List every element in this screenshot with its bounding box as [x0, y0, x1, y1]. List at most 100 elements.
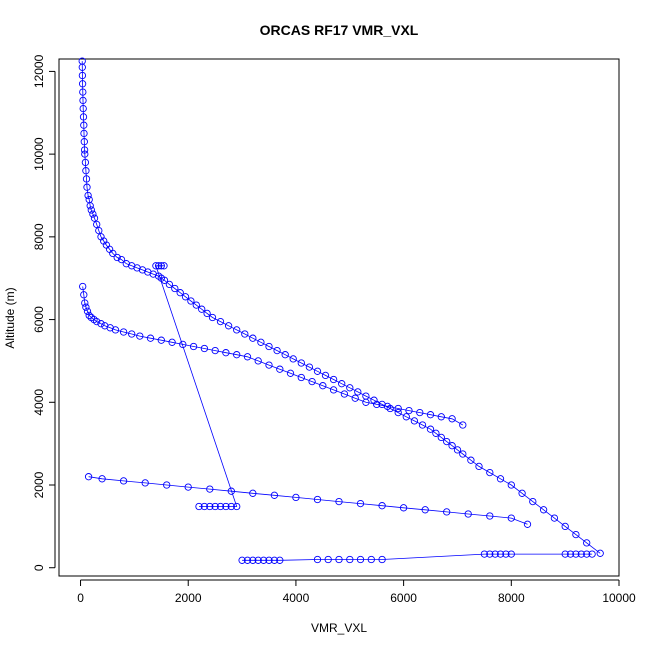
data-point [211, 346, 219, 355]
data-point [378, 555, 386, 564]
data-point [93, 317, 101, 326]
data-series [238, 550, 596, 564]
data-point [383, 402, 392, 411]
data-point [206, 485, 214, 493]
data-point [394, 404, 402, 413]
data-point [507, 550, 515, 558]
data-point [276, 365, 284, 373]
data-point [402, 413, 410, 421]
data-point [394, 408, 402, 417]
data-point [79, 96, 87, 105]
data-point [81, 299, 89, 307]
data-point [95, 226, 103, 235]
data-point [78, 71, 87, 80]
data-point [356, 555, 365, 564]
data-point [176, 289, 184, 297]
data-point [313, 495, 322, 504]
data-point [79, 282, 87, 291]
data-point [265, 342, 273, 351]
data-point [200, 502, 209, 511]
data-point [249, 334, 257, 342]
data-point [113, 253, 121, 262]
y-tick-label: 12000 [32, 54, 46, 88]
data-point [550, 514, 559, 522]
data-point [109, 249, 117, 258]
data-point [448, 415, 456, 423]
data-point [238, 556, 246, 564]
plot-frame [58, 58, 620, 577]
data-point [583, 550, 591, 558]
data-point [566, 550, 575, 558]
data-point [572, 550, 580, 558]
data-point [141, 479, 149, 487]
data-point [496, 475, 505, 483]
data-point [222, 502, 230, 511]
data-point [78, 63, 86, 71]
data-point [119, 477, 128, 485]
data-point [80, 129, 88, 138]
data-point [192, 301, 200, 309]
data-point [97, 320, 105, 328]
series-line [82, 286, 464, 426]
data-point [319, 382, 327, 390]
data-point [79, 113, 88, 121]
data-point [496, 550, 505, 558]
data-point [203, 309, 211, 318]
y-tick-label: 10000 [32, 137, 46, 171]
data-point [93, 220, 101, 229]
data-point [84, 191, 92, 200]
data-point [480, 550, 489, 558]
data-point [418, 421, 427, 429]
data-point [443, 437, 451, 446]
data-point [518, 489, 526, 497]
data-point [335, 497, 343, 506]
data-point [270, 491, 279, 499]
data-series [84, 473, 532, 528]
data-point [117, 255, 126, 264]
data-point [351, 394, 359, 402]
data-point [588, 550, 596, 558]
data-point [200, 344, 209, 353]
data-series [79, 282, 467, 429]
data-point [539, 506, 548, 514]
data-point [453, 446, 462, 454]
data-point [184, 483, 192, 491]
data-point [561, 550, 569, 558]
data-point [305, 363, 314, 371]
data-point [329, 375, 338, 384]
data-point [356, 499, 365, 508]
data-point [198, 305, 206, 313]
data-point [195, 502, 203, 511]
data-point [572, 530, 580, 539]
data-point [222, 349, 230, 357]
series-line [88, 476, 528, 525]
data-point [399, 504, 408, 512]
x-tick-label: 0 [77, 591, 84, 605]
data-point [437, 433, 445, 442]
y-tick-label: 4000 [32, 389, 46, 416]
data-point [281, 351, 289, 359]
y-tick-label: 6000 [32, 306, 46, 333]
data-point [338, 380, 346, 388]
data-point [233, 326, 241, 334]
data-point [146, 334, 155, 342]
data-point [292, 493, 300, 502]
data-point [467, 456, 475, 464]
data-point [78, 80, 87, 88]
data-point [254, 556, 262, 564]
data-point [233, 502, 241, 511]
data-point [254, 357, 262, 365]
data-point [98, 475, 106, 483]
x-tick-label: 8000 [498, 591, 525, 605]
x-axis-label: VMR_VXL [311, 621, 367, 635]
data-point [596, 549, 604, 557]
data-series [152, 262, 241, 511]
data-point [233, 351, 241, 359]
data-point [577, 550, 585, 558]
data-point [297, 373, 305, 382]
x-axis: 0 2000 4000 6000 8000 10000 [77, 579, 636, 605]
data-point [340, 390, 349, 398]
x-tick-label: 2000 [175, 591, 202, 605]
data-point [321, 371, 330, 380]
